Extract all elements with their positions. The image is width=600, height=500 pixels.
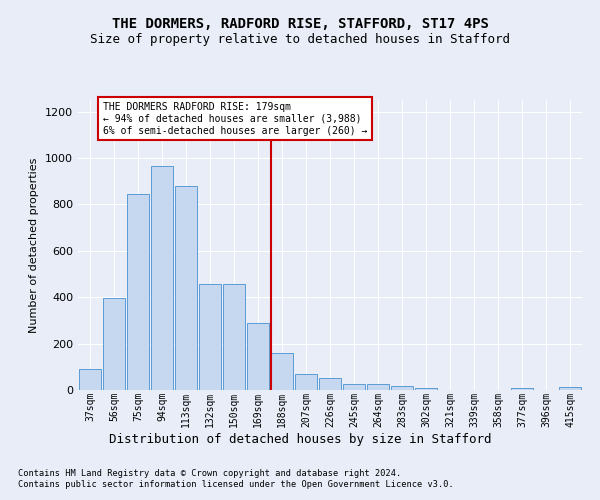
Text: THE DORMERS, RADFORD RISE, STAFFORD, ST17 4PS: THE DORMERS, RADFORD RISE, STAFFORD, ST1… [112, 18, 488, 32]
Bar [103, 298, 125, 390]
Bar [247, 322, 269, 390]
Bar [343, 384, 365, 390]
Bar [559, 386, 581, 390]
Text: Contains HM Land Registry data © Crown copyright and database right 2024.: Contains HM Land Registry data © Crown c… [18, 469, 401, 478]
Text: Contains public sector information licensed under the Open Government Licence v3: Contains public sector information licen… [18, 480, 454, 489]
Bar [199, 284, 221, 390]
Y-axis label: Number of detached properties: Number of detached properties [29, 158, 40, 332]
Bar [367, 384, 389, 390]
Text: Size of property relative to detached houses in Stafford: Size of property relative to detached ho… [90, 32, 510, 46]
Bar [223, 284, 245, 390]
Bar [295, 374, 317, 390]
Text: THE DORMERS RADFORD RISE: 179sqm
← 94% of detached houses are smaller (3,988)
6%: THE DORMERS RADFORD RISE: 179sqm ← 94% o… [103, 102, 368, 136]
Bar [271, 353, 293, 390]
Bar [319, 378, 341, 390]
Bar [79, 369, 101, 390]
Bar [511, 388, 533, 390]
Text: Distribution of detached houses by size in Stafford: Distribution of detached houses by size … [109, 432, 491, 446]
Bar [391, 386, 413, 390]
Bar [127, 194, 149, 390]
Bar [175, 186, 197, 390]
Bar [415, 388, 437, 390]
Bar [151, 166, 173, 390]
